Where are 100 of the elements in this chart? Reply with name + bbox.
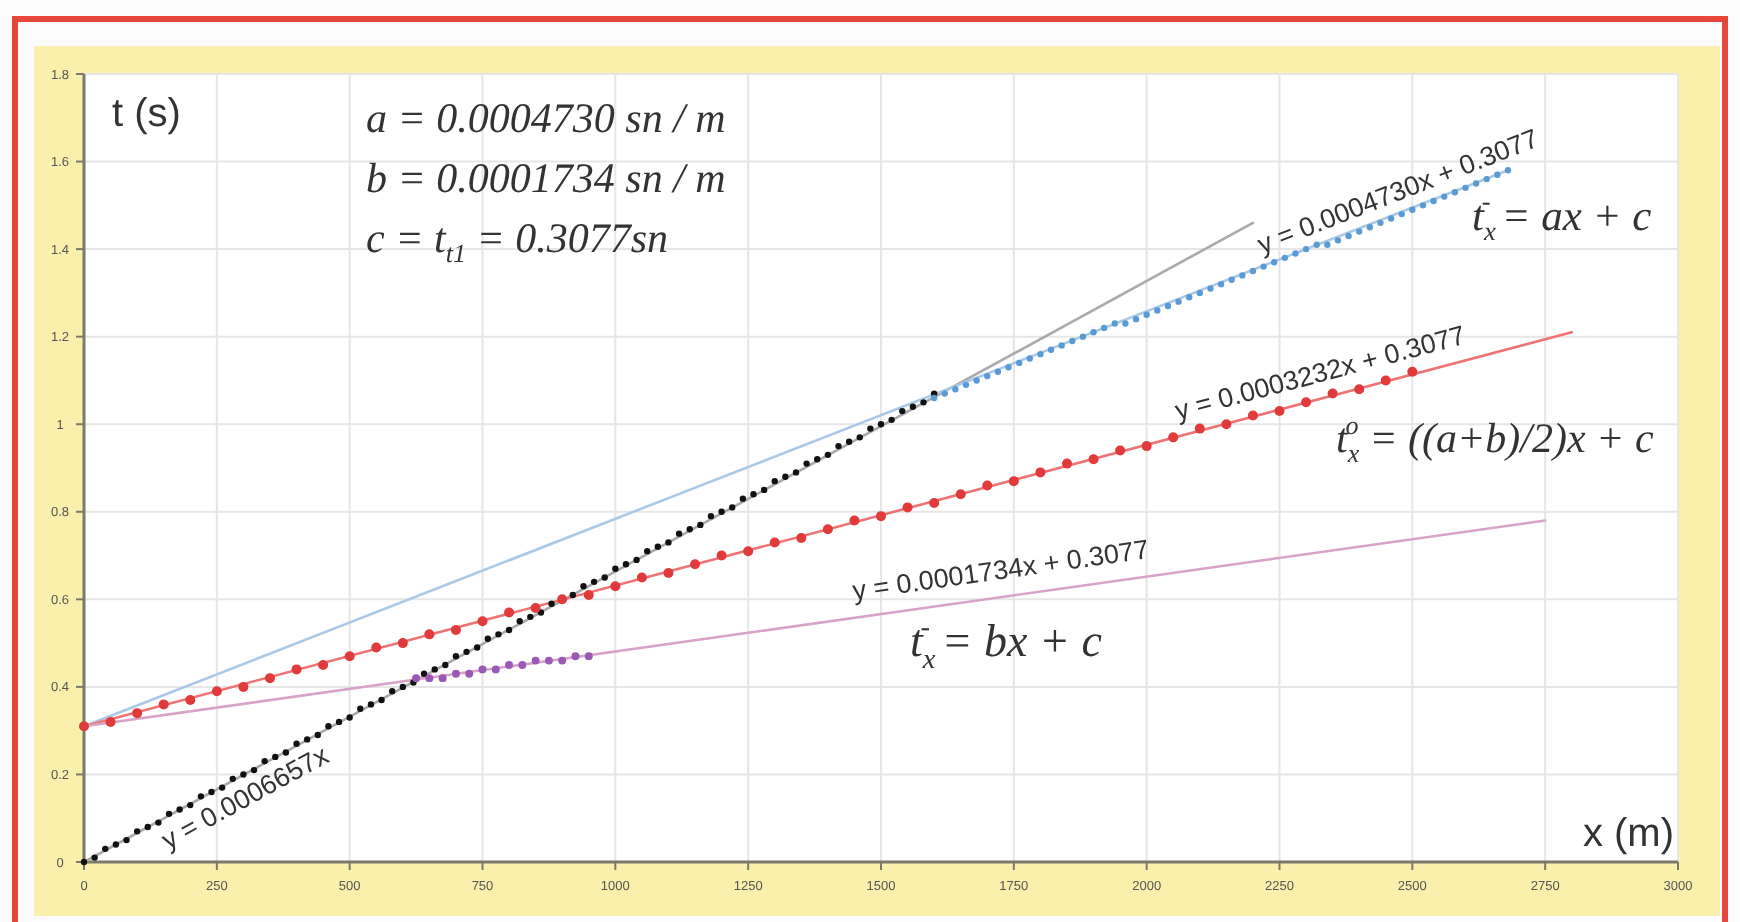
point xyxy=(438,674,447,683)
point xyxy=(1217,280,1225,288)
point xyxy=(1324,241,1331,248)
point xyxy=(105,716,116,727)
point xyxy=(344,651,355,662)
point xyxy=(505,661,514,669)
point xyxy=(822,524,833,535)
point xyxy=(955,489,966,500)
point xyxy=(571,652,580,661)
point xyxy=(450,624,461,635)
point xyxy=(1175,298,1182,305)
point xyxy=(544,656,553,665)
point xyxy=(1005,364,1012,371)
point xyxy=(318,660,329,670)
point xyxy=(1008,476,1019,487)
y-axis-title: t (s) xyxy=(112,92,181,136)
point xyxy=(424,629,435,640)
point xyxy=(1015,359,1023,367)
point xyxy=(1247,410,1258,421)
point xyxy=(1090,329,1097,336)
point xyxy=(478,665,487,674)
point xyxy=(984,372,991,380)
point xyxy=(930,394,938,402)
point xyxy=(491,665,500,674)
annotation: t$_{x}$$^{-}$ = ax + c xyxy=(1472,186,1653,247)
point xyxy=(584,652,593,661)
point xyxy=(1239,272,1246,279)
point xyxy=(1122,320,1129,327)
point xyxy=(1115,445,1126,456)
point xyxy=(1472,180,1480,187)
point xyxy=(185,695,196,706)
point xyxy=(1380,375,1391,386)
point xyxy=(1111,320,1118,327)
point xyxy=(929,498,940,509)
point xyxy=(796,533,807,544)
point xyxy=(1441,193,1448,200)
point xyxy=(1271,259,1278,266)
point xyxy=(465,669,474,678)
annotation: a = 0.0004730 sn / m xyxy=(366,94,726,142)
point xyxy=(211,686,222,697)
point xyxy=(425,674,434,683)
point xyxy=(558,656,567,665)
point xyxy=(504,607,515,618)
point xyxy=(1069,337,1076,345)
point xyxy=(518,661,527,669)
point xyxy=(1281,254,1288,262)
point xyxy=(982,480,993,491)
point xyxy=(1483,175,1490,183)
point xyxy=(952,386,959,393)
point xyxy=(994,368,1002,375)
point xyxy=(557,594,568,605)
point xyxy=(1274,406,1285,417)
point xyxy=(264,673,275,684)
point xyxy=(1035,467,1046,478)
point xyxy=(238,681,249,692)
point xyxy=(636,572,647,583)
point xyxy=(1047,346,1055,353)
point xyxy=(849,515,860,526)
point xyxy=(1302,245,1310,253)
point xyxy=(1407,366,1418,377)
point xyxy=(132,708,143,719)
point xyxy=(743,546,754,557)
point xyxy=(158,699,169,710)
point xyxy=(371,642,382,653)
point xyxy=(477,616,488,627)
point xyxy=(1026,355,1033,362)
point xyxy=(1292,250,1299,257)
point xyxy=(1249,267,1257,275)
point xyxy=(412,674,421,683)
point xyxy=(1196,289,1203,297)
point xyxy=(1313,241,1320,248)
point xyxy=(531,656,540,665)
annotation: y = 0.0001734x + 0.3077 xyxy=(850,534,1151,606)
point xyxy=(1100,324,1108,332)
point xyxy=(1334,237,1342,244)
point xyxy=(1228,276,1235,283)
point xyxy=(1194,423,1205,434)
point xyxy=(397,638,408,649)
point xyxy=(663,568,674,579)
point xyxy=(1164,302,1172,310)
point xyxy=(902,502,913,513)
point xyxy=(610,581,621,592)
point xyxy=(1154,307,1161,314)
point xyxy=(1168,432,1179,443)
point xyxy=(291,664,302,675)
annotation: b = 0.0001734 sn / m xyxy=(366,154,726,202)
point xyxy=(941,390,948,397)
x-axis-title: x (m) xyxy=(1582,812,1674,856)
point xyxy=(1061,458,1072,469)
point xyxy=(451,669,460,678)
point xyxy=(1207,285,1214,292)
annotation: t$_{x}$$^{o}$ = ((a+b)/2)x + c xyxy=(1336,409,1655,469)
point xyxy=(1451,189,1459,196)
point xyxy=(973,377,980,384)
point xyxy=(1141,441,1152,452)
point xyxy=(79,721,89,732)
point xyxy=(876,511,886,522)
point xyxy=(1058,342,1065,349)
annotation: t$_{x}$$^{-}$ = bx + c xyxy=(910,611,1102,676)
point xyxy=(769,537,780,548)
